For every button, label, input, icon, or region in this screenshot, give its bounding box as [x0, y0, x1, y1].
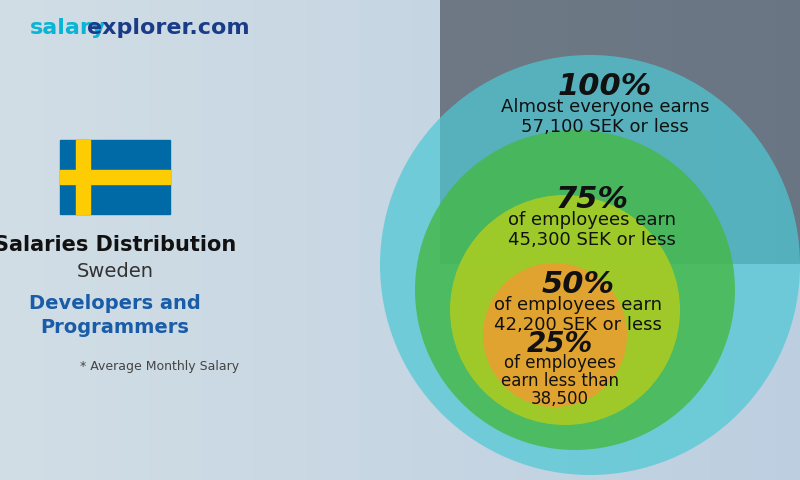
Circle shape — [380, 55, 800, 475]
Text: Developers and: Developers and — [29, 294, 201, 313]
Text: Almost everyone earns: Almost everyone earns — [501, 98, 710, 116]
Text: 38,500: 38,500 — [531, 390, 589, 408]
Text: 57,100 SEK or less: 57,100 SEK or less — [521, 118, 689, 136]
Text: 45,300 SEK or less: 45,300 SEK or less — [508, 231, 676, 249]
Circle shape — [450, 195, 680, 425]
Bar — [76, 140, 90, 214]
Text: 25%: 25% — [527, 330, 593, 358]
Text: Programmers: Programmers — [41, 318, 190, 337]
Circle shape — [483, 263, 627, 407]
Text: explorer.com: explorer.com — [87, 18, 250, 38]
Text: Salaries Distribution: Salaries Distribution — [0, 235, 236, 255]
Circle shape — [415, 130, 735, 450]
Text: earn less than: earn less than — [501, 372, 619, 390]
Text: of employees earn: of employees earn — [494, 296, 662, 314]
Bar — [60, 140, 170, 214]
Text: 50%: 50% — [542, 270, 614, 299]
Text: * Average Monthly Salary: * Average Monthly Salary — [80, 360, 239, 373]
Text: salary: salary — [30, 18, 106, 38]
Text: of employees earn: of employees earn — [508, 211, 676, 229]
Text: 100%: 100% — [558, 72, 652, 101]
Bar — [60, 170, 170, 184]
Text: Sweden: Sweden — [77, 262, 154, 281]
Text: 75%: 75% — [555, 185, 629, 214]
Text: 42,200 SEK or less: 42,200 SEK or less — [494, 316, 662, 334]
Text: of employees: of employees — [504, 354, 616, 372]
